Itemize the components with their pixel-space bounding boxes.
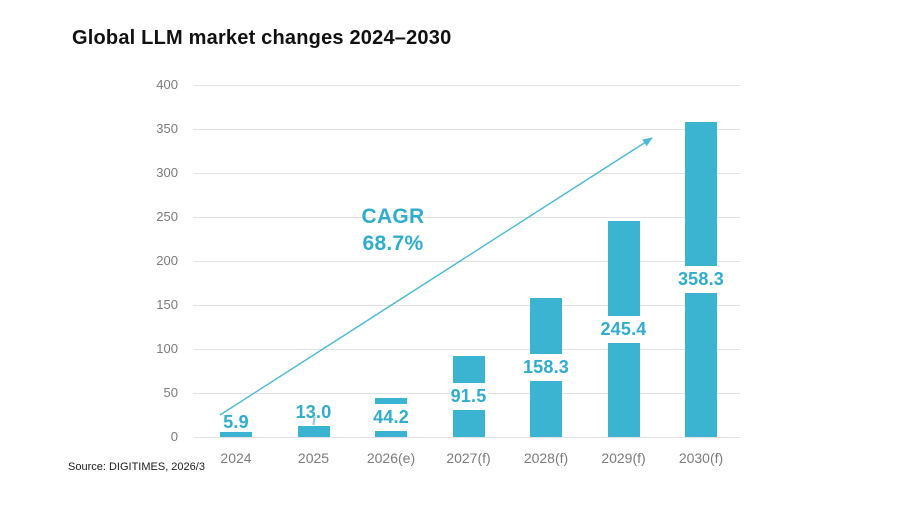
y-axis-tick-label: 100: [156, 341, 178, 356]
cagr-label: CAGR: [361, 205, 425, 228]
gridline: [193, 261, 740, 262]
bar-label-band: [449, 383, 488, 411]
bar-label-band: [527, 353, 565, 381]
y-axis-tick-label: 50: [163, 385, 178, 400]
bar-value-label: 44.2: [373, 407, 409, 428]
bar-value-label: 358.3: [677, 268, 725, 289]
y-axis-tick-label: 0: [170, 429, 178, 444]
bar-value-label: 13.0: [295, 401, 332, 422]
x-axis-category-label: 2029(f): [601, 450, 646, 466]
chart-title: Global LLM market changes 2024–2030: [72, 27, 452, 49]
bar-value-label: 245.4: [600, 318, 647, 339]
y-axis-tick-label: 400: [156, 77, 178, 92]
bar: [220, 431, 252, 437]
bar-value-label: 158.3: [522, 356, 570, 377]
cagr-value: 68.7%: [362, 232, 424, 255]
cagr-annotation: CAGR 68.7%: [332, 203, 454, 257]
bar-label-band: [372, 404, 410, 432]
x-axis-category-label: 2028(f): [523, 450, 569, 466]
bar-value-label: 91.5: [450, 386, 487, 407]
gridline: [193, 173, 740, 174]
x-axis-category-label: 2030(f): [678, 450, 724, 466]
x-axis-category-label: 2026(e): [366, 450, 416, 466]
gridline: [193, 217, 740, 218]
x-axis-category-label: 2025: [297, 450, 330, 466]
y-axis-tick-label: 200: [156, 253, 178, 268]
gridline: [193, 129, 740, 130]
source-note: Source: DIGITIMES, 2026/3: [68, 461, 205, 473]
gridline: [193, 85, 740, 86]
gridline: [193, 437, 740, 438]
y-axis-tick-label: 300: [156, 165, 178, 180]
bar-value-label: 5.9: [223, 411, 249, 432]
y-axis-tick-label: 250: [156, 209, 178, 224]
bar: [297, 425, 330, 437]
x-axis-category-label: 2024: [220, 450, 252, 466]
x-axis-category-label: 2027(f): [446, 450, 491, 466]
y-axis-tick-label: 350: [156, 121, 178, 136]
bar-label-band: [682, 265, 720, 293]
gridline: [193, 349, 740, 350]
bar-label-band: [604, 315, 643, 343]
gridline: [193, 305, 740, 306]
y-axis-tick-label: 150: [156, 297, 178, 312]
